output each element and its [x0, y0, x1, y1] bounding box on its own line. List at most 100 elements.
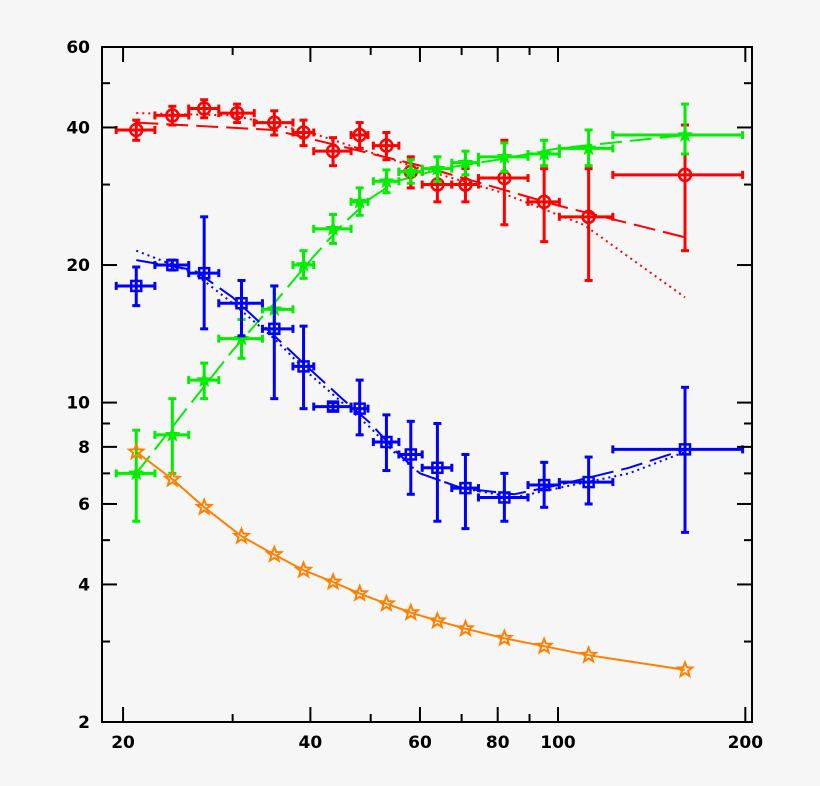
x-tick-label: 20: [111, 733, 135, 753]
star-marker: [457, 154, 474, 170]
star-marker: [677, 126, 694, 142]
series-0-point: [557, 167, 615, 283]
star-marker: [126, 441, 147, 461]
series-2-point: [217, 279, 264, 338]
y-tick-label: 20: [66, 256, 90, 276]
star-marker: [162, 468, 183, 488]
series-1-point: [476, 141, 530, 174]
star-marker: [578, 644, 599, 664]
square-marker: [297, 360, 310, 373]
series-0-point: [252, 109, 295, 137]
series-2-point: [557, 455, 615, 506]
series-0-point: [217, 102, 256, 125]
square-marker: [130, 279, 143, 293]
circle-marker: [677, 167, 693, 183]
circle-marker: [352, 127, 367, 143]
star-marker: [455, 618, 476, 638]
series-1-fit-dashed: [135, 134, 686, 475]
star-marker: [400, 602, 421, 621]
circle-marker: [379, 138, 394, 153]
series-3-connecting-line: [135, 451, 686, 671]
square-marker: [197, 266, 211, 280]
x-tick-label: 200: [728, 733, 764, 753]
star-marker: [496, 148, 513, 164]
star-marker: [376, 593, 397, 613]
series-0-point: [349, 121, 370, 150]
star-marker: [295, 256, 312, 272]
series-1-point: [312, 212, 353, 245]
star-marker: [534, 635, 554, 655]
series-3-point: [231, 525, 252, 545]
star-marker: [293, 559, 314, 579]
circle-marker: [536, 194, 552, 210]
x-tick-label: 80: [486, 733, 510, 753]
series-0-point: [291, 118, 316, 148]
series-2-point: [420, 422, 454, 523]
series-2-point: [260, 284, 295, 401]
y-tick-label: 40: [66, 118, 90, 138]
series-1-point: [420, 155, 454, 183]
series-0-point: [371, 130, 401, 162]
square-marker: [431, 461, 444, 475]
star-marker: [429, 160, 446, 176]
series-3-point: [162, 468, 183, 488]
series-2-point: [397, 419, 424, 496]
star-marker: [536, 145, 553, 161]
square-marker: [326, 400, 340, 413]
x-tick-label: 100: [540, 733, 576, 753]
star-marker: [402, 163, 419, 179]
series-3-point: [578, 644, 599, 664]
series-3-point: [675, 659, 695, 679]
circle-marker: [267, 115, 282, 130]
square-marker: [380, 435, 393, 449]
star-marker: [128, 464, 145, 481]
circle-marker: [229, 105, 245, 121]
circle-marker: [325, 143, 341, 159]
square-marker: [404, 448, 418, 461]
square-marker: [268, 322, 281, 336]
star-marker: [196, 371, 213, 387]
series-3-point: [376, 593, 397, 613]
series-2-point: [476, 471, 530, 523]
series-3-point: [534, 635, 554, 655]
series-0-point: [187, 98, 221, 120]
series-1-point: [291, 249, 316, 280]
series-2-point: [450, 452, 480, 531]
circle-marker: [165, 108, 180, 123]
series-1-point: [371, 168, 401, 195]
y-tick-label: 4: [78, 575, 90, 595]
series-3-point: [323, 571, 343, 591]
series-3-point: [494, 628, 515, 647]
series-2-point: [291, 324, 316, 411]
square-marker: [166, 258, 179, 272]
circle-marker: [296, 125, 311, 140]
plot-frame: [101, 46, 753, 723]
square-marker: [678, 443, 692, 456]
series-2-point: [611, 385, 745, 534]
series-1-point: [187, 361, 221, 401]
star-marker: [427, 610, 448, 630]
series-0-point: [153, 104, 191, 127]
series-3-point: [427, 610, 448, 630]
axis-ticks: 2 4 6 8 10 20 40 60 20 40 60 80 100 200: [66, 38, 763, 753]
series-3-point: [400, 602, 421, 621]
circle-marker: [129, 122, 144, 138]
series-0-point: [312, 136, 353, 168]
star-marker: [264, 544, 285, 563]
star-marker: [351, 193, 368, 209]
star-marker: [233, 330, 250, 346]
x-tick-label: 60: [408, 733, 432, 753]
square-marker: [353, 402, 366, 415]
star-marker: [675, 659, 695, 679]
circle-marker: [458, 177, 473, 192]
series-3-point: [126, 441, 147, 461]
star-marker: [164, 426, 181, 442]
series-2-point: [114, 265, 157, 308]
data-marks: [114, 98, 745, 679]
square-marker: [537, 478, 551, 492]
series-1-point: [611, 102, 745, 156]
series-1-point: [217, 317, 264, 360]
series-2-point: [153, 258, 191, 272]
